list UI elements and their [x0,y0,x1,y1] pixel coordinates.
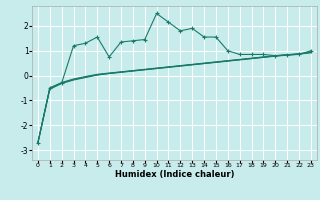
X-axis label: Humidex (Indice chaleur): Humidex (Indice chaleur) [115,170,234,179]
